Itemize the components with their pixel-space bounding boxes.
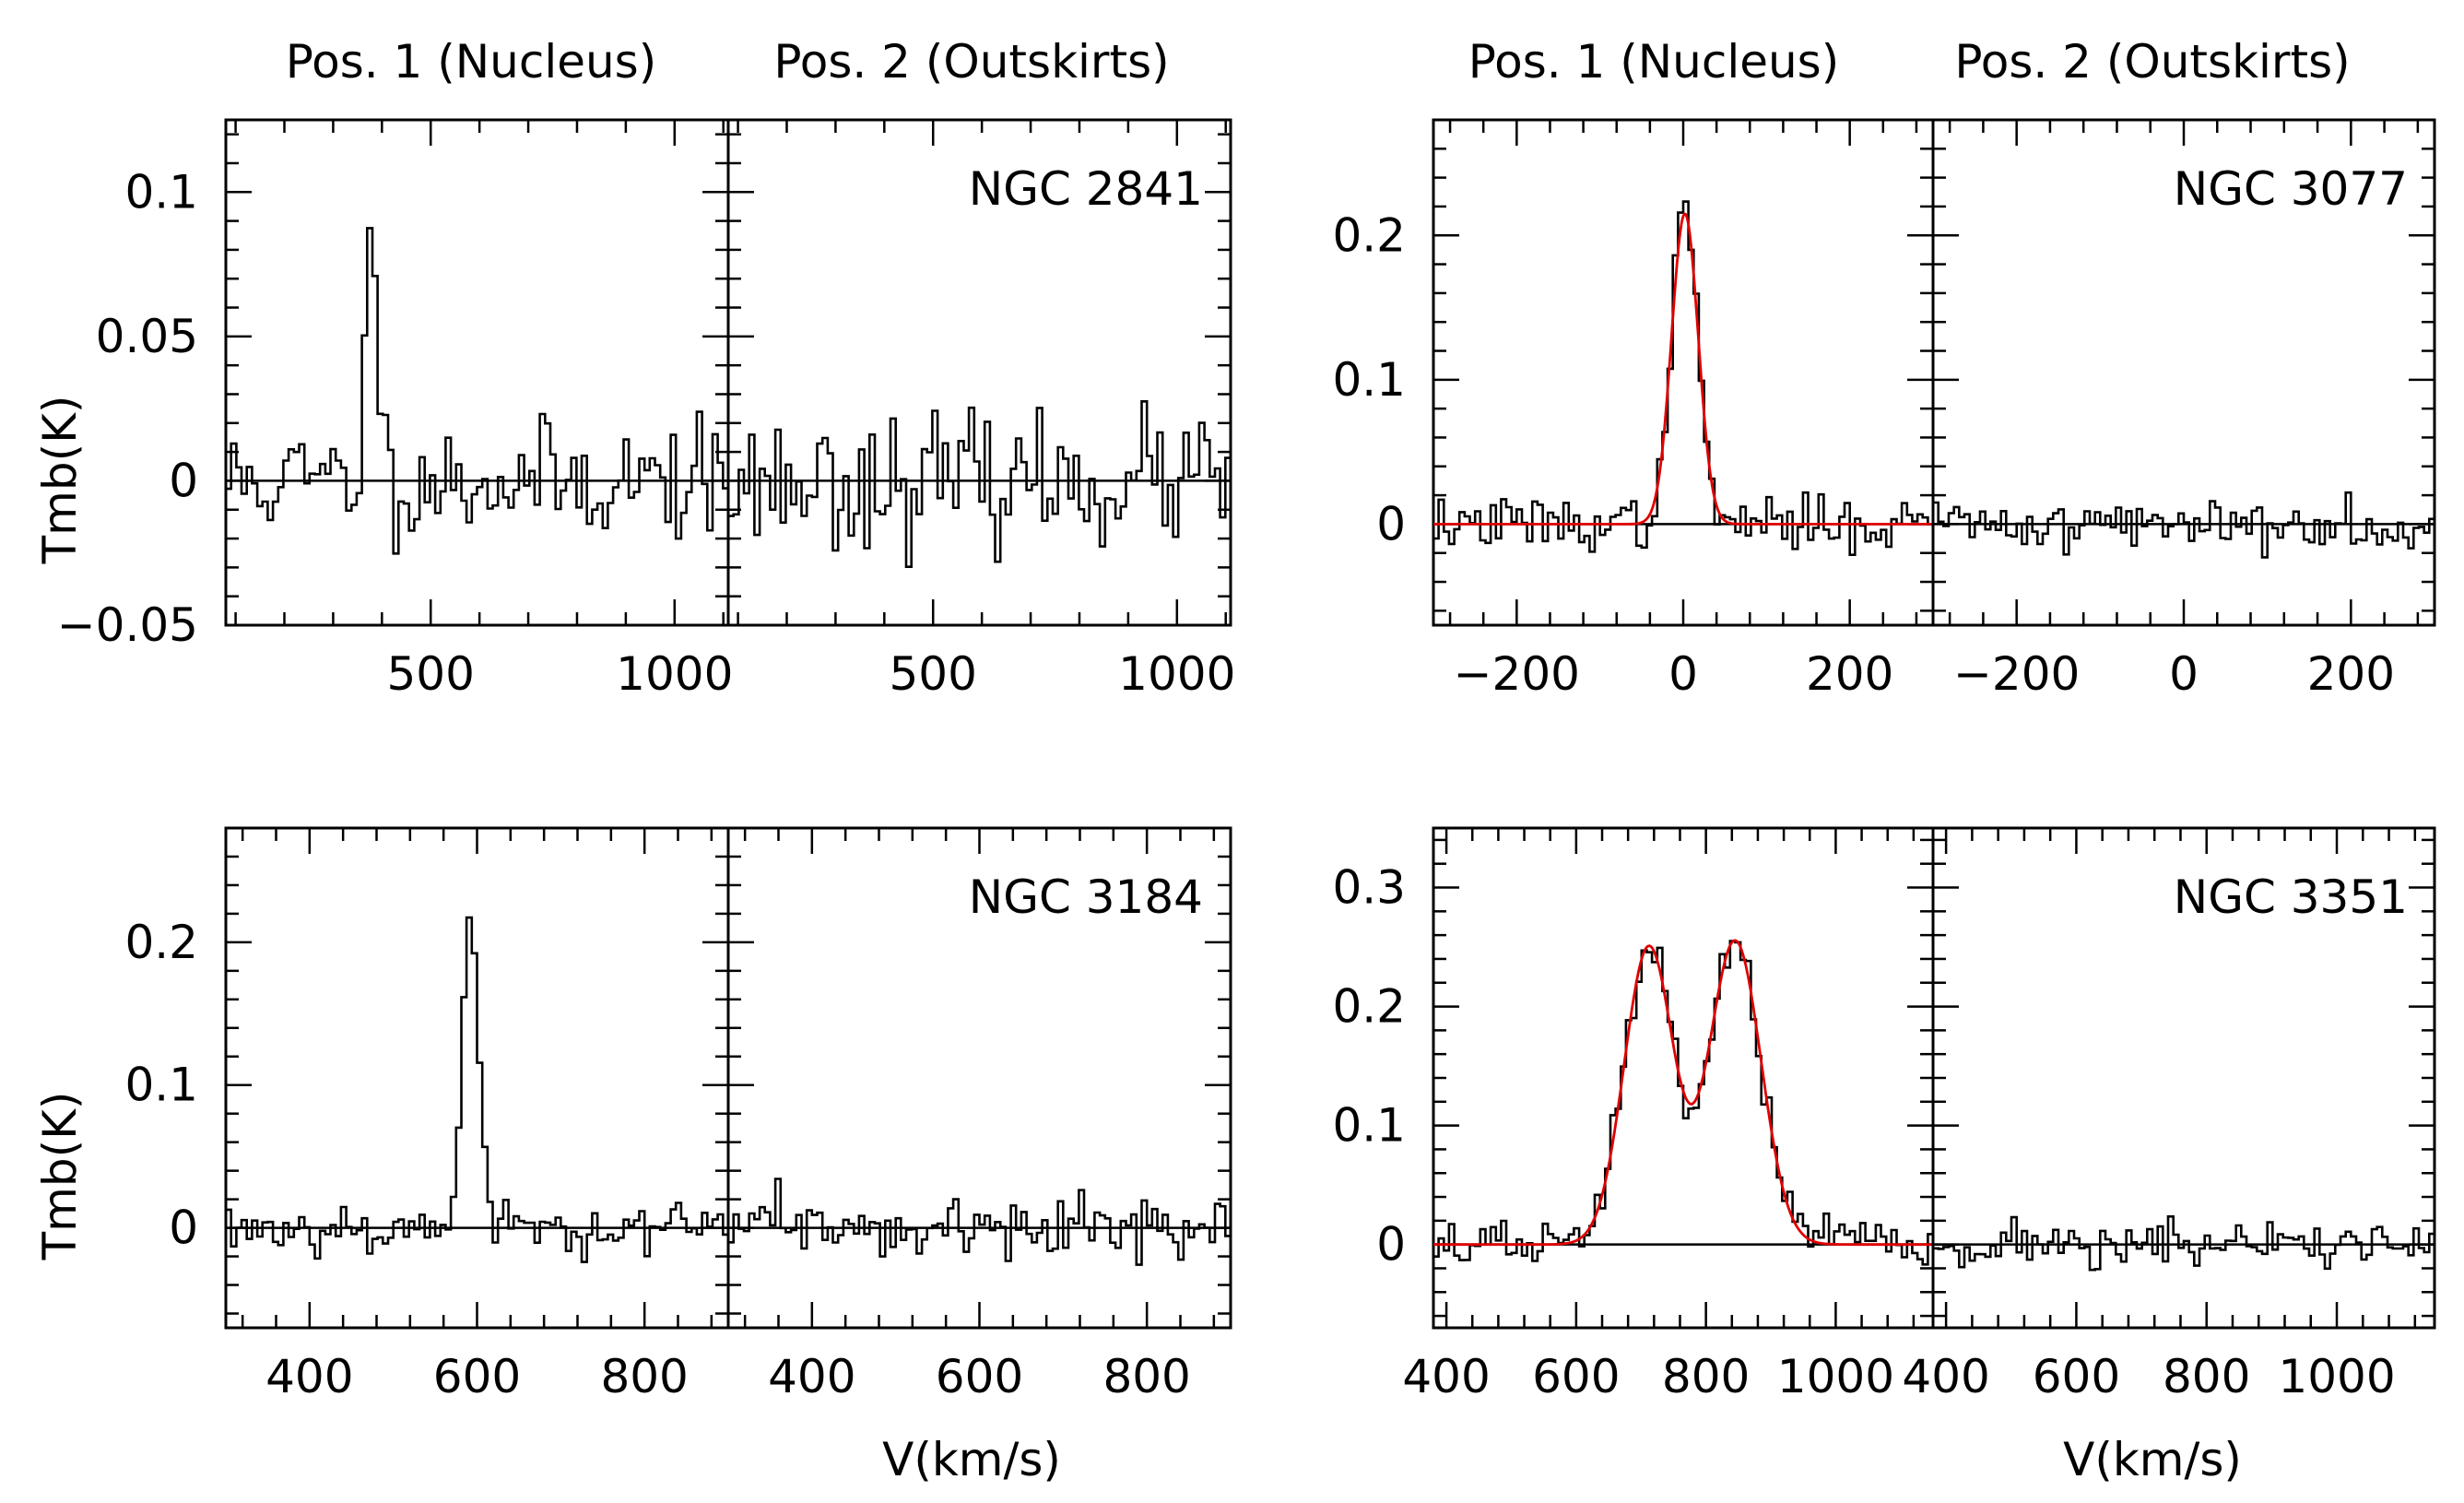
- x-tick-label: 800: [2163, 1350, 2250, 1403]
- spectrum-series: [226, 227, 728, 555]
- x-tick-label: 0: [1668, 647, 1698, 701]
- y-tick-label: 0.3: [1332, 861, 1406, 915]
- plot-layer: 500 1000 −0.05 0 0.05 0.1 500 1000 −200 0 200 0 0.1 0…: [57, 118, 2436, 1403]
- plot-frame: [224, 118, 730, 627]
- gaussian-fit-line: [1433, 212, 1933, 526]
- spectrum-series: [728, 1178, 1231, 1266]
- subpanel-outskirts: 400 600 800: [726, 826, 1232, 1403]
- spectrum-series: [1433, 940, 1933, 1266]
- y-tick-label: 0.1: [124, 1059, 198, 1112]
- x-tick-label: 800: [600, 1350, 688, 1403]
- spectrum-series: [1933, 1215, 2435, 1272]
- x-tick-label: 1000: [1777, 1350, 1894, 1403]
- x-tick-label: 600: [1532, 1350, 1620, 1403]
- galaxy-label: NGC 3351: [2174, 870, 2408, 924]
- x-tick-label: 400: [768, 1350, 855, 1403]
- panel-group-ngc-3351: NGC 3351 V(km/s): [2063, 870, 2408, 1486]
- x-tick-label: 600: [936, 1350, 1023, 1403]
- x-tick-label: 1000: [1118, 647, 1235, 701]
- x-tick-label: 600: [433, 1350, 521, 1403]
- galaxy-label: NGC 3184: [969, 870, 1203, 924]
- x-tick-label: −200: [1953, 647, 2080, 701]
- x-axis-label: V(km/s): [882, 1433, 1061, 1486]
- y-axis-label: Tmb(K): [33, 396, 87, 565]
- y-tick-label: 0.2: [124, 916, 198, 969]
- x-tick-label: 200: [1806, 647, 1893, 701]
- panel-title-pos1: Pos. 1 (Nucleus): [286, 35, 657, 89]
- x-tick-label: 1000: [616, 647, 733, 701]
- plot-frame: [224, 826, 730, 1330]
- subpanel-nucleus: −200 0 200 0 0.1 0.2: [1332, 118, 1935, 701]
- spectrum-series: [1433, 200, 1933, 556]
- x-tick-label: −200: [1454, 647, 1580, 701]
- y-tick-label: 0.1: [1332, 1099, 1406, 1153]
- y-tick-label: 0.1: [1332, 353, 1406, 407]
- x-tick-label: 400: [1902, 1350, 1989, 1403]
- x-tick-label: 600: [2033, 1350, 2120, 1403]
- y-tick-label: 0: [1376, 497, 1406, 550]
- subpanel-outskirts: 500 1000: [726, 118, 1235, 701]
- panel-group-ngc-3077: Pos. 1 (Nucleus) Pos. 2 (Outskirts) NGC …: [1468, 35, 2408, 216]
- y-tick-label: 0.2: [1332, 208, 1406, 262]
- x-tick-label: 0: [2169, 647, 2199, 701]
- subpanel-nucleus: 400 600 800 1000 0 0.1 0.2 0.3: [1332, 826, 1935, 1403]
- x-tick-label: 1000: [2278, 1350, 2395, 1403]
- chart-ngc-3077: −200 0 200 0 0.1 0.2 −200 0 200: [1332, 118, 2436, 701]
- spectrum-series: [226, 916, 728, 1263]
- y-tick-label: 0: [169, 454, 198, 507]
- x-tick-label: 400: [1402, 1350, 1490, 1403]
- y-tick-label: 0: [1376, 1218, 1406, 1272]
- x-tick-label: 800: [1102, 1350, 1190, 1403]
- galaxy-label: NGC 3077: [2174, 162, 2408, 216]
- plot-frame: [1432, 826, 1935, 1330]
- spectrum-series: [728, 400, 1231, 568]
- plot-frame: [726, 118, 1232, 627]
- panel-group-ngc-3184: NGC 3184 Tmb(K) V(km/s): [33, 870, 1203, 1486]
- x-tick-label: 200: [2307, 647, 2395, 701]
- panel-title-pos1: Pos. 1 (Nucleus): [1468, 35, 1840, 89]
- x-tick-label: 500: [890, 647, 977, 701]
- spectrum-series: [1933, 491, 2435, 559]
- panel-title-pos2: Pos. 2 (Outskirts): [1954, 35, 2350, 89]
- chart-ngc-3351: 400 600 800 1000 0 0.1 0.2 0.3 400 600 800 1000: [1332, 826, 2436, 1403]
- plot-frame: [1432, 118, 1935, 627]
- y-axis-label: Tmb(K): [33, 1092, 87, 1261]
- chart-ngc-3184: 400 600 800 0 0.1 0.2 400 600 800: [124, 826, 1232, 1403]
- y-tick-label: 0: [169, 1201, 198, 1255]
- galaxy-label: NGC 2841: [969, 162, 1203, 216]
- y-tick-label: −0.05: [57, 598, 198, 652]
- y-tick-label: 0.2: [1332, 980, 1406, 1034]
- chart-ngc-2841: 500 1000 −0.05 0 0.05 0.1 500 1000: [57, 118, 1235, 701]
- subpanel-outskirts: 400 600 800 1000: [1902, 826, 2436, 1403]
- subpanel-nucleus: 500 1000 −0.05 0 0.05 0.1: [57, 118, 733, 701]
- gaussian-fit-line: [1433, 939, 1933, 1247]
- y-tick-label: 0.05: [96, 310, 198, 363]
- x-tick-label: 500: [387, 647, 475, 701]
- panel-group-ngc-2841: Pos. 1 (Nucleus) Pos. 2 (Outskirts) NGC …: [33, 35, 1203, 564]
- panel-title-pos2: Pos. 2 (Outskirts): [773, 35, 1169, 89]
- x-tick-label: 400: [265, 1350, 353, 1403]
- y-tick-label: 0.1: [124, 165, 198, 219]
- subpanel-outskirts: −200 0 200: [1931, 118, 2436, 701]
- subpanel-nucleus: 400 600 800 0 0.1 0.2: [124, 826, 730, 1403]
- x-tick-label: 800: [1662, 1350, 1750, 1403]
- x-axis-label: V(km/s): [2063, 1433, 2242, 1486]
